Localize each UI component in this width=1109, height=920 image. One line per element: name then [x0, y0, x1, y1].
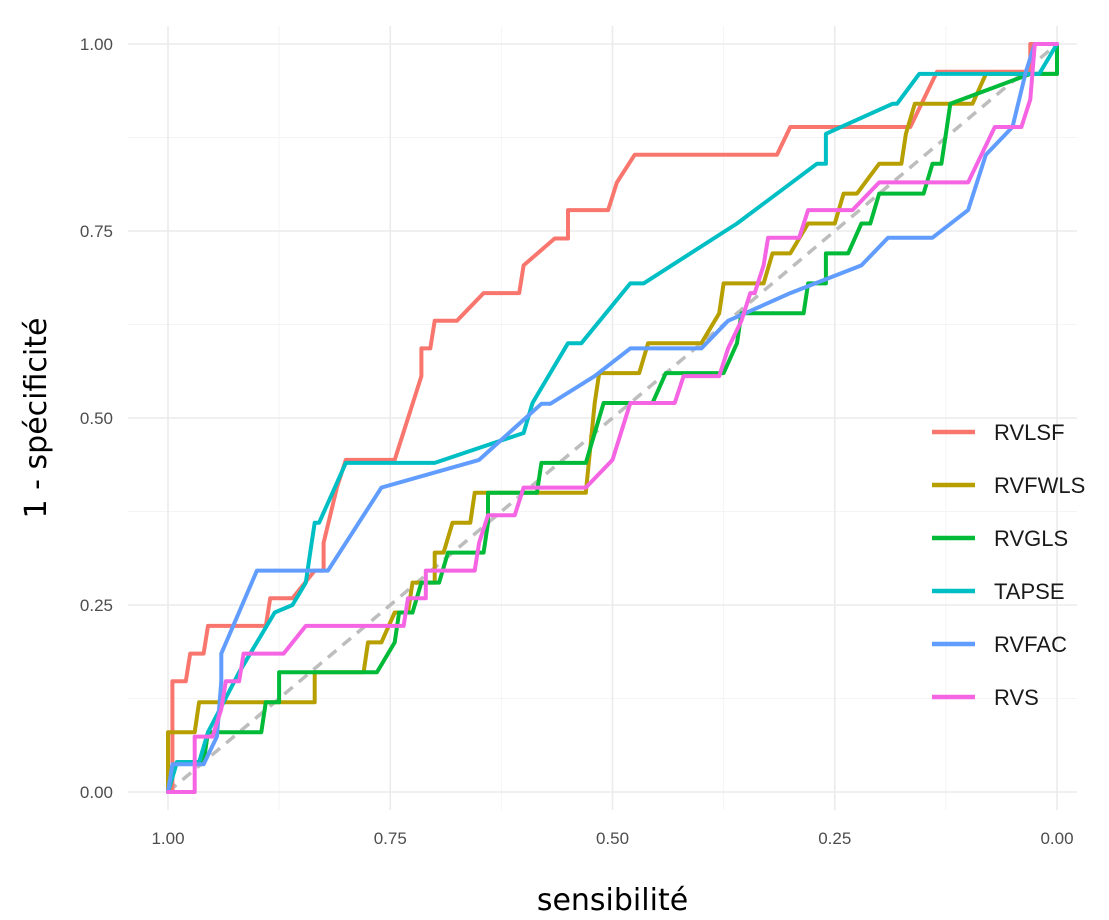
y-axis-ticks: 0.00 0.25 0.50 0.75 1.00 — [80, 35, 113, 802]
reference-diagonal-line — [166, 42, 1059, 794]
y-tick-label: 0.75 — [80, 222, 113, 241]
legend-label-tapse: TAPSE — [994, 579, 1065, 604]
series-line-tapse — [166, 42, 1059, 794]
series-line-rvgls — [166, 42, 1059, 794]
legend-label-rvfwls: RVFWLS — [994, 473, 1085, 498]
x-tick-label: 1.00 — [151, 829, 184, 848]
series-line-rvlsf — [166, 42, 1059, 794]
x-tick-label: 0.50 — [596, 829, 629, 848]
legend: RVLSF RVFWLS RVGLS TAPSE RVFAC RVS — [932, 420, 1085, 710]
legend-label-rvlsf: RVLSF — [994, 420, 1065, 445]
y-tick-label: 0.00 — [80, 783, 113, 802]
roc-curves — [166, 42, 1059, 794]
x-tick-label: 0.00 — [1040, 829, 1073, 848]
legend-label-rvgls: RVGLS — [994, 526, 1068, 551]
y-tick-label: 1.00 — [80, 35, 113, 54]
legend-label-rvfac: RVFAC — [994, 632, 1067, 657]
x-axis-title: sensibilité — [537, 883, 688, 918]
series-line-rvfac — [166, 42, 1059, 794]
legend-label-rvs: RVS — [994, 685, 1039, 710]
gridlines — [128, 26, 1077, 810]
series-line-rvs — [166, 42, 1059, 794]
y-axis-title: 1 - spécificité — [19, 318, 54, 519]
x-axis-ticks: 1.00 0.75 0.50 0.25 0.00 — [151, 829, 1073, 848]
y-tick-label: 0.25 — [80, 596, 113, 615]
x-tick-label: 0.25 — [818, 829, 851, 848]
y-tick-label: 0.50 — [80, 409, 113, 428]
x-tick-label: 0.75 — [374, 829, 407, 848]
